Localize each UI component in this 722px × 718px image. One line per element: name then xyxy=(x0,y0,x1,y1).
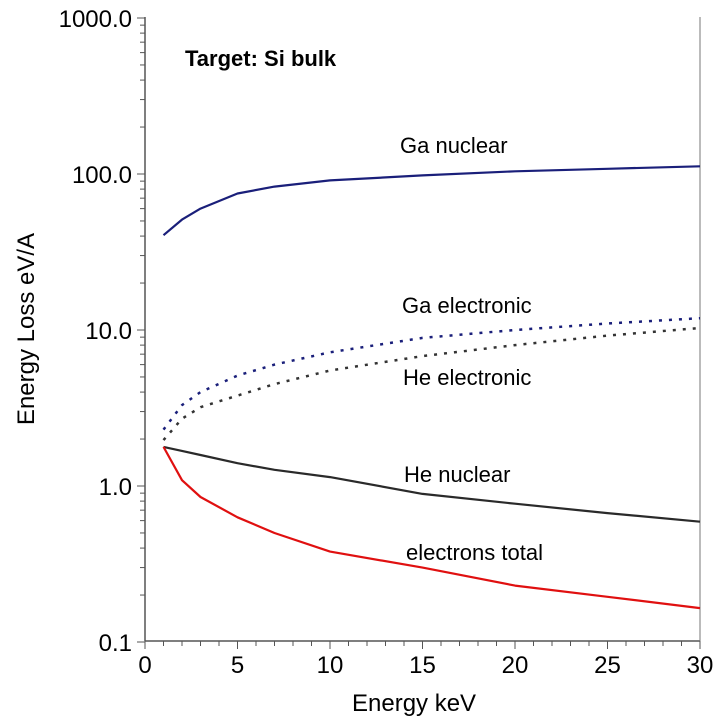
x-tick-label: 15 xyxy=(409,652,436,679)
label-he-nuclear: He nuclear xyxy=(404,462,511,487)
x-tick-label: 30 xyxy=(687,652,714,679)
y-tick-label: 1.0 xyxy=(99,474,132,501)
label-ga-electronic: Ga electronic xyxy=(402,293,532,318)
series-line-he-nuclear xyxy=(163,445,701,523)
series-line-ga-nuclear xyxy=(162,165,701,237)
x-tick-label: 0 xyxy=(138,652,151,679)
label-he-electronic: He electronic xyxy=(403,365,532,390)
x-tick-label: 20 xyxy=(502,652,529,679)
y-tick-label: 1000.0 xyxy=(59,6,132,33)
y-tick-label: 0.1 xyxy=(99,630,132,657)
label-electrons-total: electrons total xyxy=(406,540,543,565)
series-line-ga-electronic xyxy=(162,316,701,431)
label-ga-nuclear: Ga nuclear xyxy=(400,133,508,158)
series-line-electrons-total xyxy=(162,446,701,610)
y-tick-label: 100.0 xyxy=(72,162,132,189)
chart-title: Target: Si bulk xyxy=(185,46,337,71)
x-axis-title: Energy keV xyxy=(352,690,477,717)
x-tick-label: 10 xyxy=(317,652,344,679)
y-axis-title: Energy Loss eV/A xyxy=(13,232,40,426)
y-tick-label: 10.0 xyxy=(85,318,132,345)
x-tick-label: 25 xyxy=(594,652,621,679)
x-tick-label: 5 xyxy=(231,652,244,679)
